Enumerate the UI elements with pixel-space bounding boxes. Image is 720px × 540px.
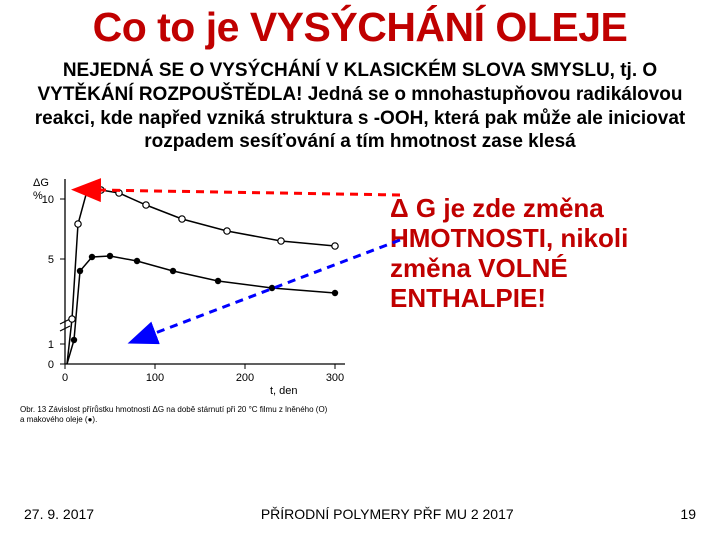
svg-text:a makového oleje (●).: a makového oleje (●). — [20, 415, 97, 424]
slide-title: Co to je VYSÝCHÁNÍ OLEJE — [0, 0, 720, 59]
svg-text:0: 0 — [62, 372, 68, 384]
svg-text:0: 0 — [48, 359, 54, 371]
footer-date: 27. 9. 2017 — [24, 506, 94, 522]
chart-area: 0 1 5 10 ΔG % 0 100 200 300 t, den — [10, 164, 370, 424]
chart-caption: Obr. 13 Závislost přírůstku hmotnosti ΔG… — [20, 405, 328, 414]
chart-svg: 0 1 5 10 ΔG % 0 100 200 300 t, den — [10, 164, 370, 424]
svg-text:200: 200 — [236, 372, 254, 384]
svg-text:1: 1 — [48, 339, 54, 351]
svg-text:t, den: t, den — [270, 385, 298, 397]
caption-area: Δ G je zde změna HMOTNOSTI, nikoli změna… — [370, 164, 710, 424]
svg-text:300: 300 — [326, 372, 344, 384]
content-row: 0 1 5 10 ΔG % 0 100 200 300 t, den — [0, 160, 720, 424]
svg-text:5: 5 — [48, 254, 54, 266]
svg-text:%: % — [33, 190, 43, 202]
svg-text:10: 10 — [42, 194, 54, 206]
chart-note: Δ G je zde změna HMOTNOSTI, nikoli změna… — [390, 194, 700, 314]
footer: 27. 9. 2017 PŘÍRODNÍ POLYMERY PŘF MU 2 2… — [0, 506, 720, 522]
slide-subtitle: NEJEDNÁ SE O VYSÝCHÁNÍ V KLASICKÉM SLOVA… — [0, 59, 720, 160]
footer-page: 19 — [680, 506, 696, 522]
svg-text:100: 100 — [146, 372, 164, 384]
svg-text:ΔG: ΔG — [33, 177, 49, 189]
footer-center: PŘÍRODNÍ POLYMERY PŘF MU 2 2017 — [261, 506, 514, 522]
